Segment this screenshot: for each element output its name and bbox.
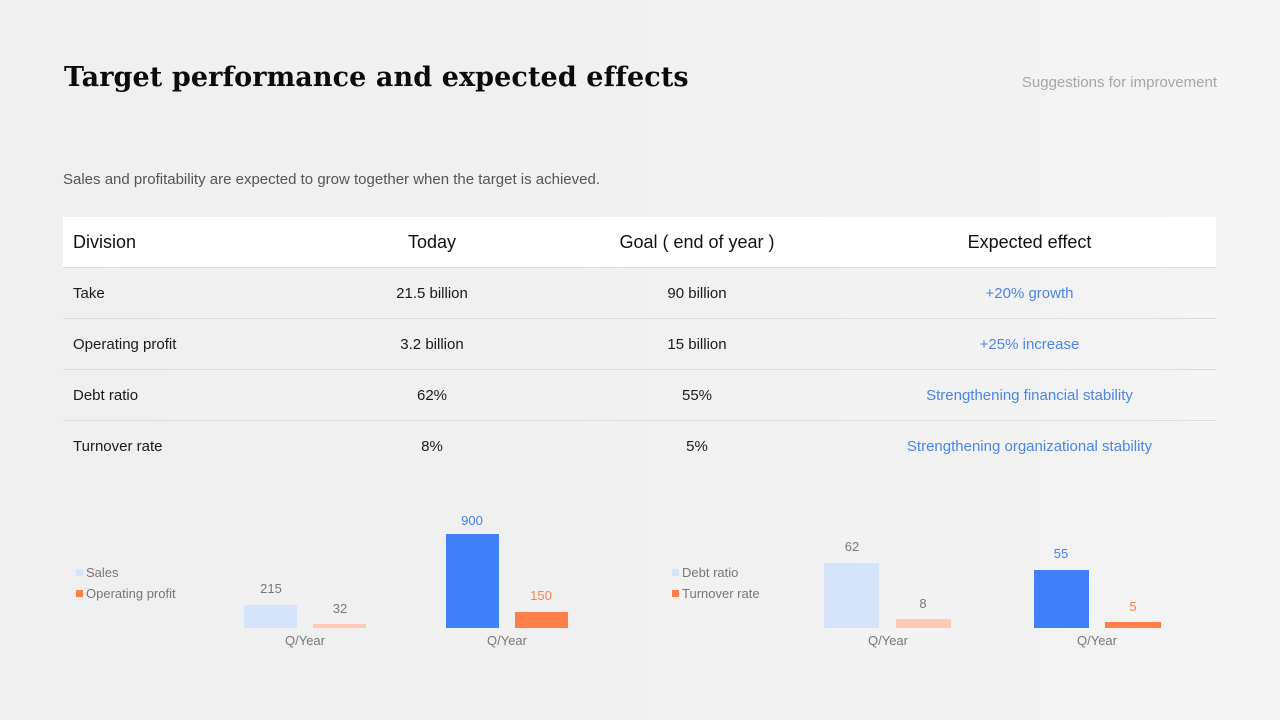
legend-swatch-icon (76, 569, 83, 576)
legend-label: Operating profit (86, 586, 176, 601)
table-row: Turnover rate 8% 5% Strengthening organi… (63, 421, 1216, 472)
x-axis-label: Q/Year (1077, 633, 1117, 648)
cell-today: 62% (416, 386, 448, 404)
page-title: Target performance and expected effects (64, 62, 689, 93)
bar-turnover-goal (1105, 622, 1161, 628)
bar-turnover-current (896, 619, 951, 628)
cell-division: Turnover rate (73, 438, 163, 455)
cell-expected-effect: +20% growth (985, 284, 1074, 302)
legend-label: Debt ratio (682, 565, 739, 580)
column-header-today: Today (407, 231, 457, 252)
cell-division: Operating profit (73, 335, 177, 353)
cell-today: 21.5 billion (396, 284, 468, 302)
section-label: Suggestions for improvement (1021, 74, 1217, 91)
cell-goal: 55% (681, 386, 713, 404)
performance-table: Division Today Goal ( end of year ) Expe… (63, 217, 1216, 472)
table-row: Take 21.5 billion 90 billion +20% growth (63, 268, 1216, 319)
bar-sales-current (244, 605, 297, 628)
cell-today: 8% (421, 438, 443, 455)
bar-debt-goal (1034, 570, 1089, 628)
cell-goal: 90 billion (667, 284, 727, 302)
bar-profit-current (313, 624, 366, 628)
column-header-expected-effect: Expected effect (967, 231, 1092, 252)
table-row: Operating profit 3.2 billion 15 billion … (63, 319, 1216, 370)
legend-item-debt-ratio: Debt ratio (672, 562, 760, 583)
cell-goal: 5% (686, 438, 708, 455)
cell-expected-effect: Strengthening organizational stability (906, 438, 1153, 455)
cell-expected-effect: Strengthening financial stability (926, 386, 1133, 404)
x-axis-label: Q/Year (868, 633, 908, 648)
x-axis-label: Q/Year (285, 633, 325, 648)
cell-division: Take (73, 284, 105, 302)
bar-value-label: 215 (260, 581, 282, 596)
bar-value-label: 55 (1053, 546, 1069, 561)
chart-legend: Debt ratio Turnover rate (672, 562, 760, 604)
legend-swatch-icon (672, 590, 679, 597)
table-row: Debt ratio 62% 55% Strengthening financi… (63, 370, 1216, 421)
bar-value-label: 8 (919, 596, 927, 611)
cell-today: 3.2 billion (400, 335, 464, 353)
page-subtitle: Sales and profitability are expected to … (63, 171, 600, 188)
legend-item-operating-profit: Operating profit (76, 583, 176, 604)
column-header-division: Division (73, 231, 137, 252)
legend-swatch-icon (672, 569, 679, 576)
legend-item-sales: Sales (76, 562, 176, 583)
cell-goal: 15 billion (667, 335, 727, 353)
bar-profit-goal (515, 612, 568, 628)
bar-value-label: 32 (332, 601, 348, 616)
cell-expected-effect: +25% increase (979, 335, 1080, 353)
cell-division: Debt ratio (73, 386, 139, 404)
legend-item-turnover-rate: Turnover rate (672, 583, 760, 604)
bar-value-label: 5 (1129, 599, 1137, 614)
bar-sales-goal (446, 534, 499, 628)
column-header-goal: Goal ( end of year ) (619, 231, 775, 252)
legend-label: Sales (86, 565, 119, 580)
table-header: Division Today Goal ( end of year ) Expe… (63, 217, 1216, 268)
legend-label: Turnover rate (682, 586, 760, 601)
bar-value-label: 900 (461, 513, 483, 528)
bar-value-label: 62 (844, 539, 860, 554)
x-axis-label: Q/Year (487, 633, 527, 648)
bar-value-label: 150 (530, 588, 552, 603)
bar-debt-current (824, 563, 879, 628)
legend-swatch-icon (76, 590, 83, 597)
chart-legend: Sales Operating profit (76, 562, 176, 604)
